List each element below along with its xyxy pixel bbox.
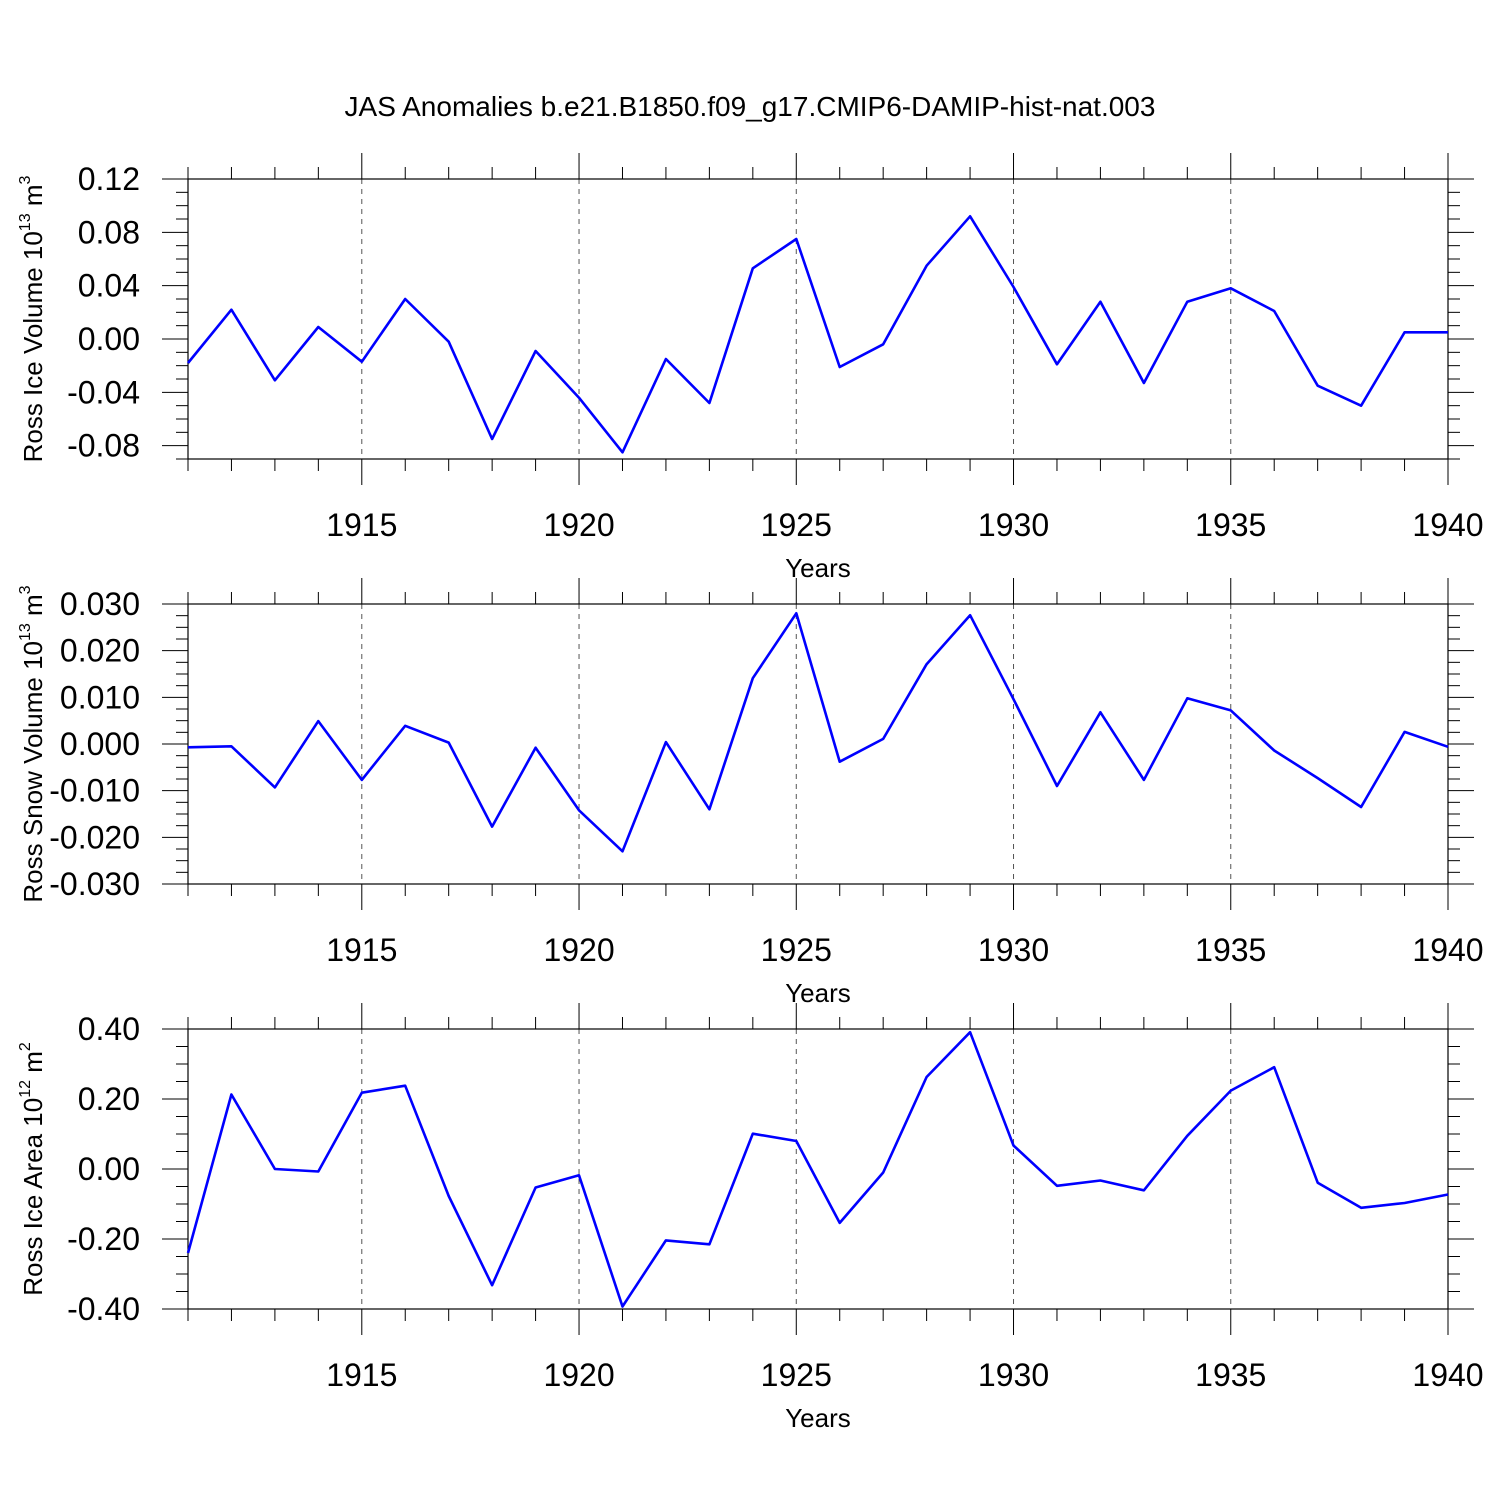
y-tick-label: -0.04 [67, 374, 140, 410]
x-tick-label: 1925 [761, 507, 832, 543]
y-axis-title-unit-exponent: 2 [17, 1042, 34, 1051]
panel-3: 1915 1920 1925 1930 1935 1940 Years -0.40 -0.20 0… [17, 1003, 1484, 1433]
y-tick-label: -0.020 [49, 819, 140, 855]
y-axis-title-unit: m [18, 594, 48, 623]
x-tick-label: 1930 [978, 932, 1049, 968]
x-axis-title: Years [785, 978, 851, 1008]
y-axis-title-exponent: 13 [17, 213, 34, 231]
x-tick-label: 1915 [326, 1357, 397, 1393]
y-tick-label: 0.020 [60, 633, 140, 669]
y-axis-title-text: Ross Ice Area 10 [18, 1098, 48, 1296]
x-tick-label: 1920 [543, 507, 614, 543]
x-tick-label: 1940 [1412, 1357, 1483, 1393]
y-axis-title: Ross Ice Volume 1013 m3 [17, 175, 48, 462]
y-axis-title-text: Ross Ice Volume 10 [18, 231, 48, 462]
x-tick-label: 1935 [1195, 507, 1266, 543]
series-line [186, 1030, 1449, 1308]
y-axis-title-exponent: 12 [17, 1080, 34, 1098]
series-line [187, 611, 1449, 853]
x-tick-label: 1935 [1195, 1357, 1266, 1393]
x-axis-title: Years [785, 553, 851, 583]
x-tick-label: 1940 [1412, 507, 1483, 543]
x-tick-label: 1925 [761, 932, 832, 968]
plot-frame [187, 603, 1449, 885]
panel-1: 1915 1920 1925 1930 1935 1940 Years -0.08 -0.04 0… [17, 153, 1484, 583]
y-tick-label: -0.40 [67, 1291, 140, 1327]
x-tick-label: 1935 [1195, 932, 1266, 968]
y-tick-label: 0.010 [60, 679, 140, 715]
plot-frame [187, 178, 1449, 460]
y-axis-title-unit: m [18, 184, 48, 213]
y-tick-label: 0.00 [78, 321, 140, 357]
y-axis-title-exponent: 13 [17, 623, 34, 641]
y-tick-label: 0.12 [78, 161, 140, 197]
y-axis-title: Ross Snow Volume 1013 m3 [17, 585, 48, 902]
x-tick-label: 1920 [543, 932, 614, 968]
y-tick-label: 0.00 [78, 1151, 140, 1187]
panel-2: 1915 1920 1925 1930 1935 1940 Years -0.030 -0.02… [17, 578, 1484, 1008]
y-tick-label: 0.20 [78, 1081, 140, 1117]
y-axis-title: Ross Ice Area 1012 m2 [17, 1042, 48, 1296]
y-axis-title-unit-exponent: 3 [17, 175, 34, 184]
x-tick-label: 1940 [1412, 932, 1483, 968]
x-tick-label: 1915 [326, 932, 397, 968]
y-tick-label: 0.40 [78, 1011, 140, 1047]
y-axis-title-text: Ross Snow Volume 10 [18, 641, 48, 903]
series-line [186, 215, 1448, 454]
y-tick-label: -0.20 [67, 1221, 140, 1257]
x-tick-label: 1930 [978, 507, 1049, 543]
plot-frame [187, 1028, 1449, 1310]
y-axis-title-unit-exponent: 3 [17, 585, 34, 594]
y-tick-label: -0.08 [67, 428, 140, 464]
y-tick-label: -0.010 [49, 773, 140, 809]
x-axis-title: Years [785, 1403, 851, 1433]
x-tick-label: 1920 [543, 1357, 614, 1393]
y-tick-label: 0.030 [60, 586, 140, 622]
x-tick-label: 1930 [978, 1357, 1049, 1393]
y-tick-label: 0.04 [78, 268, 140, 304]
x-tick-label: 1915 [326, 507, 397, 543]
y-axis-title-unit: m [18, 1051, 48, 1080]
y-tick-label: 0.000 [60, 726, 140, 762]
y-tick-label: -0.030 [49, 866, 140, 902]
chart-title: JAS Anomalies b.e21.B1850.f09_g17.CMIP6-… [345, 91, 1156, 122]
y-tick-label: 0.08 [78, 214, 140, 250]
x-tick-label: 1925 [761, 1357, 832, 1393]
